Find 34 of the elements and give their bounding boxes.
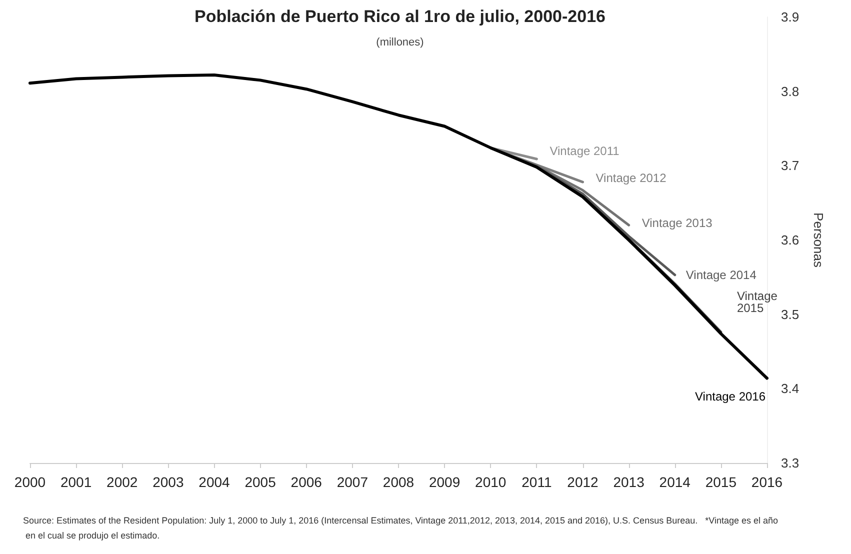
y-tick-label: 3.9 bbox=[781, 10, 800, 24]
x-tick-label: 2006 bbox=[290, 474, 322, 490]
y-axis-title: Personas bbox=[811, 212, 826, 268]
series-label: Vintage 2014 bbox=[686, 268, 757, 282]
x-tick-label: 2001 bbox=[60, 474, 92, 490]
y-tick-label: 3.5 bbox=[781, 306, 800, 322]
x-tick-label: 2007 bbox=[336, 474, 368, 490]
x-tick-label: 2014 bbox=[659, 474, 691, 490]
series-label: Vintage 2015 bbox=[736, 289, 781, 316]
x-tick-label: 2000 bbox=[14, 474, 46, 490]
series-label: Vintage 2011 bbox=[550, 144, 620, 158]
x-tick-label: 2004 bbox=[198, 474, 230, 490]
text: (millones) bbox=[376, 36, 424, 48]
y-tick-label: 3.4 bbox=[781, 381, 800, 396]
x-tick-label: 2015 bbox=[705, 474, 737, 490]
x-tick-label: 2005 bbox=[244, 474, 276, 490]
x-tick-label: 2012 bbox=[567, 474, 599, 490]
x-tick-label: 2016 bbox=[751, 474, 783, 490]
x-tick-label: 2011 bbox=[522, 474, 552, 490]
series-label: Vintage 2016 bbox=[695, 389, 766, 404]
x-tick-label: 2009 bbox=[428, 474, 460, 490]
x-tick-label: 2003 bbox=[152, 474, 184, 490]
series-label: Vintage 2012 bbox=[596, 171, 667, 186]
y-tick-label: 3.6 bbox=[781, 232, 800, 248]
x-tick-label: 2002 bbox=[106, 474, 138, 490]
x-tick-label: 2008 bbox=[382, 474, 414, 490]
chart-title: Población de Puerto Rico al 1ro de julio, 2000-2016 bbox=[194, 7, 606, 26]
y-tick-label: 3.3 bbox=[781, 456, 800, 470]
y-tick-label: 3.8 bbox=[781, 84, 800, 99]
series-label: Vintage 2013 bbox=[642, 216, 713, 230]
y-tick-label: 3.7 bbox=[781, 158, 800, 174]
x-tick-label: 2013 bbox=[613, 474, 645, 490]
x-tick-label: 2010 bbox=[475, 474, 506, 490]
source-note: Source: Estimates of the Resident Population: July 1, 2000 to July 1, 2016 (Intercensal Estimates, Vintage 2011,2012, 2013, 2014, 2015 and 2016), U.S. Census Bureau. *Vintage es el año en el cual se produjo el estimado. bbox=[23, 516, 778, 540]
